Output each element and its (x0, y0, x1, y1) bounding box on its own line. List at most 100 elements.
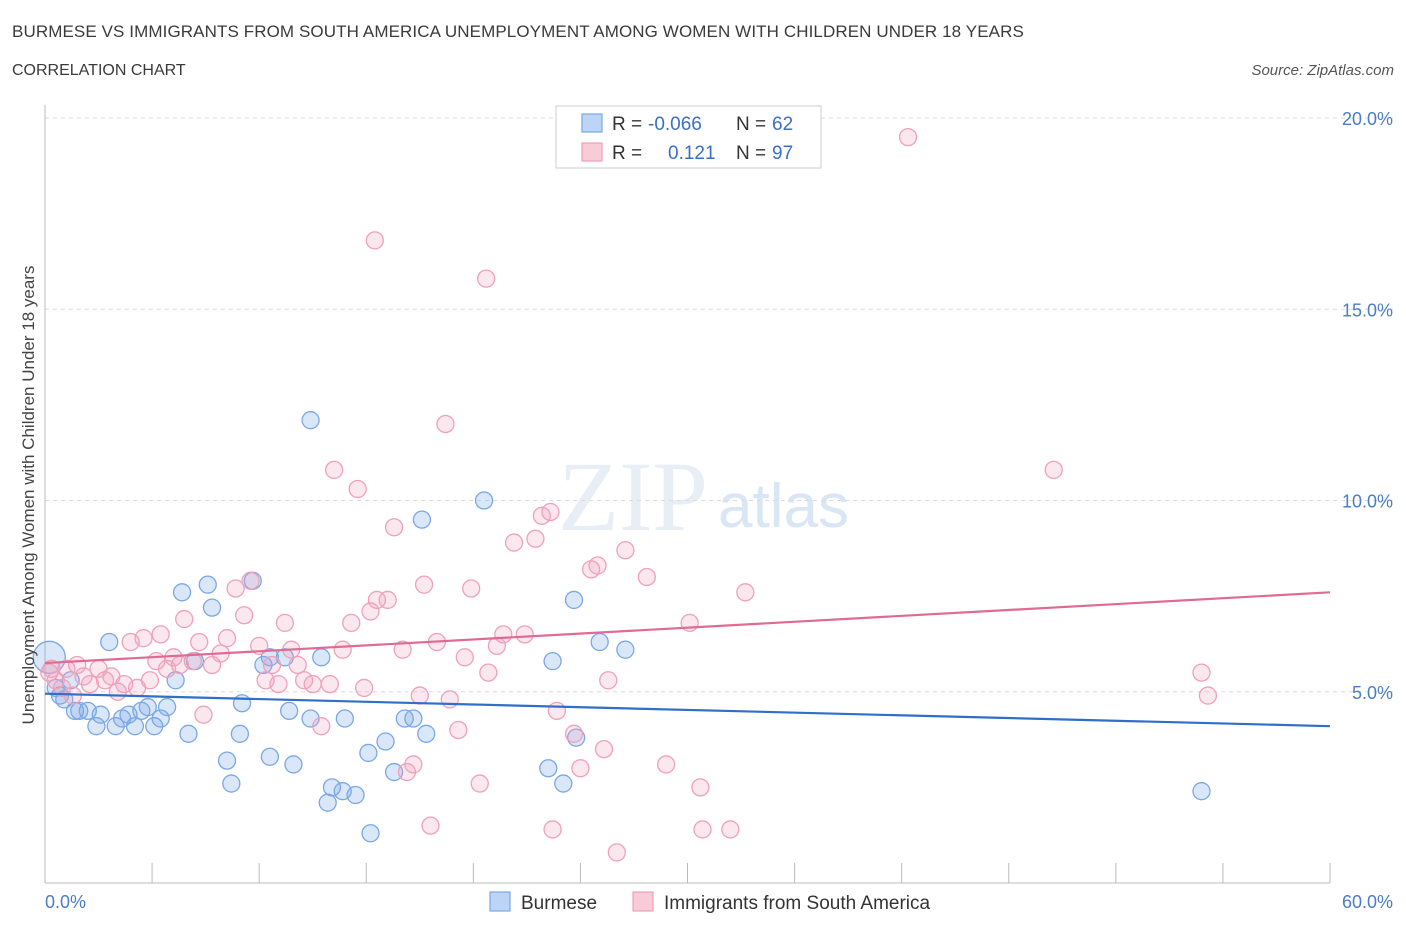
immigrants-point (404, 755, 423, 774)
immigrants-point (656, 755, 676, 774)
burmese-point (260, 747, 280, 766)
chart-title: BURMESE VS IMMIGRANTS FROM SOUTH AMERICA… (12, 22, 1024, 41)
correlation-legend: R = -0.066 N = 62 R = 0.121 N = 97 (555, 105, 822, 169)
immigrants-point (1192, 663, 1211, 682)
burmese-point (32, 640, 66, 674)
immigrants-point (449, 720, 468, 740)
immigrants-point (462, 579, 481, 598)
burmese-point (284, 755, 303, 774)
immigrants-point (543, 820, 562, 839)
series-label-immigrants: Immigrants from South America (664, 893, 931, 914)
burmese-point (359, 743, 378, 763)
burmese-point (157, 697, 177, 717)
immigrants-point (637, 567, 656, 587)
immigrants-point (312, 717, 331, 736)
immigrants-point (470, 774, 489, 793)
immigrants-point (342, 613, 361, 633)
burmese-point (335, 709, 354, 728)
immigrants-point (526, 529, 545, 548)
burmese-point (412, 510, 432, 529)
burmese-point (230, 724, 250, 743)
burmese-point (279, 701, 299, 721)
immigrants-point (241, 571, 260, 590)
immigrants-point (607, 843, 626, 862)
burmese-point (91, 705, 110, 724)
immigrants-point (294, 671, 314, 690)
immigrants-point (320, 674, 339, 694)
y-tick-label: 20.0% (1342, 109, 1393, 129)
burmese-point (590, 632, 609, 652)
burmese-point (179, 724, 198, 743)
immigrants-point (194, 705, 213, 724)
legend-swatch-immigrants (581, 142, 603, 162)
y-tick-label: 5.0% (1352, 683, 1393, 703)
legend-n-value-2: 97 (772, 143, 793, 164)
immigrants-point (393, 640, 412, 659)
axes (44, 105, 1331, 884)
burmese-point (384, 762, 404, 782)
watermark-zip: ZIP (558, 441, 708, 552)
burmese-point (616, 640, 635, 659)
immigrants-point (190, 632, 209, 652)
immigrants-point (365, 231, 384, 250)
burmese-point (346, 785, 365, 805)
immigrants-point (384, 518, 404, 537)
immigrants-point (736, 583, 755, 602)
legend-n-label-2: N = (736, 143, 766, 164)
immigrants-point (151, 625, 170, 644)
immigrants-point (57, 659, 76, 678)
immigrants-point (455, 648, 474, 667)
points-layer (32, 127, 1218, 862)
immigrants-point (691, 778, 710, 797)
immigrants-point (616, 541, 635, 560)
immigrants-point (269, 674, 288, 694)
legend-r-value-2: 0.121 (668, 143, 716, 164)
legend-r-label-2: R = (612, 143, 642, 164)
immigrants-point (547, 701, 567, 721)
immigrants-point (477, 269, 496, 288)
chart-subtitle: CORRELATION CHART (12, 62, 186, 79)
burmese-point (87, 717, 106, 736)
y-axis-label: Unemployment Among Women with Children U… (19, 266, 38, 725)
immigrants-point (599, 671, 618, 690)
immigrants-point (378, 590, 397, 610)
legend-r-value-1: -0.066 (648, 114, 702, 135)
burmese-point (564, 590, 584, 610)
immigrants-point (721, 820, 740, 839)
burmese-point (138, 697, 157, 717)
immigrants-point (333, 640, 352, 659)
watermark-atlas: atlas (718, 472, 849, 541)
immigrants-point (588, 556, 607, 575)
burmese-point (417, 724, 436, 743)
trend-lines (44, 591, 1331, 728)
series-legend: Burmese Immigrants from South America (489, 891, 931, 914)
burmese-point (312, 648, 331, 667)
burmese-point (100, 632, 119, 652)
legend-swatch-burmese (581, 113, 603, 133)
y-tick-label: 10.0% (1342, 492, 1393, 512)
burmese-trend-line (44, 692, 1331, 728)
immigrants-trend-line (44, 591, 1331, 665)
burmese-point (543, 652, 562, 671)
immigrants-point (1044, 460, 1063, 480)
burmese-point (554, 774, 573, 793)
immigrants-point (324, 460, 344, 480)
immigrants-point (479, 663, 498, 682)
burmese-point (361, 824, 380, 843)
immigrants-point (594, 739, 614, 759)
immigrants-point (436, 414, 455, 434)
immigrants-point (421, 816, 440, 835)
immigrants-point (288, 655, 307, 675)
immigrants-point (217, 629, 237, 648)
immigrants-point (175, 609, 194, 629)
grid (45, 117, 1395, 693)
immigrants-point (226, 579, 245, 598)
burmese-point (198, 575, 217, 594)
immigrants-point (693, 820, 712, 839)
burmese-point (217, 751, 237, 770)
immigrants-point (235, 606, 254, 625)
series-label-burmese: Burmese (521, 893, 597, 914)
legend-n-label-1: N = (736, 114, 766, 135)
immigrants-point (140, 671, 160, 690)
